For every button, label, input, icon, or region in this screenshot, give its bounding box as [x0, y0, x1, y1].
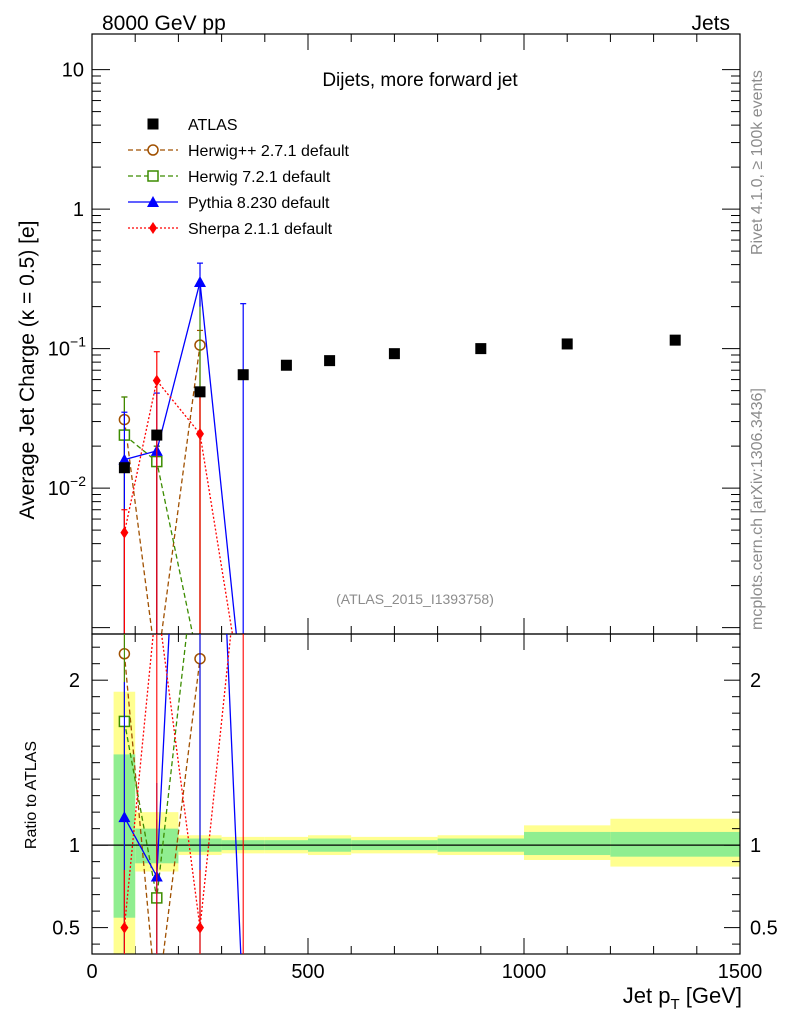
ratio-series	[118, 634, 244, 954]
pythia-ratio-line	[123, 634, 242, 954]
atlas-point	[475, 343, 487, 355]
atlas-point	[237, 369, 249, 381]
atlas-point	[118, 462, 130, 474]
legend-label: Herwig 7.2.1 default	[188, 169, 331, 186]
ratio-frame	[91, 633, 741, 955]
pythia-ratio-point	[118, 811, 131, 823]
x-tick-label: 1000	[502, 961, 547, 983]
sherpa-line	[123, 379, 234, 634]
pythia-point	[194, 276, 206, 288]
ratio-y-tick-label-right: 1	[750, 835, 761, 857]
legend-label: Herwig++ 2.7.1 default	[188, 143, 350, 160]
analysis-label: (ATLAS_2015_I1393758)	[336, 591, 494, 607]
y-axis-title: Average Jet Charge (κ = 0.5) [e]	[16, 220, 39, 519]
legend: ATLAS Herwig++ 2.7.1 default Herwig 7.2.1 …	[128, 117, 350, 238]
x-axis-title: Jet pT [GeV]	[623, 983, 742, 1013]
rivet-label: Rivet 4.1.0, ≥ 100k events	[749, 70, 766, 255]
legend-marker	[149, 222, 157, 234]
x-tick-label: 1500	[718, 961, 763, 983]
sherpa-ratio-line	[123, 634, 232, 928]
sherpa-ratio-point	[196, 921, 204, 934]
ratio-plot: 0 500 1000 1500 0.5 0.5 1 1 2 2	[52, 633, 778, 983]
observable-label: Jets	[691, 12, 730, 35]
sherpa-point	[196, 427, 204, 440]
atlas-point	[151, 429, 163, 441]
sherpa-ratio-point	[120, 921, 129, 934]
legend-label: Sherpa 2.1.1 default	[188, 221, 333, 238]
ratio-axis-title: Ratio to ATLAS	[23, 741, 40, 849]
main-plot: 10 1 10−1 10−2	[48, 33, 741, 954]
y-tick-label: 1	[73, 199, 84, 221]
atlas-point	[280, 359, 292, 371]
atlas-point	[561, 338, 573, 350]
main-series	[118, 262, 681, 634]
atlas-point	[669, 334, 681, 346]
legend-label: Pythia 8.230 default	[188, 195, 330, 212]
herwigpp-ratio-line	[123, 653, 201, 954]
ratio-y-tick-label-right: 2	[750, 670, 761, 692]
sherpa-point	[152, 374, 161, 387]
ratio-y-tick-label: 0.5	[52, 918, 80, 940]
mcplots-label: mcplots.cern.ch [arXiv:1306.3436]	[749, 388, 766, 630]
x-tick-label: 0	[86, 961, 97, 983]
atlas-point	[194, 386, 206, 398]
chart-title: Dijets, more forward jet	[322, 70, 518, 91]
ratio-y-tick-label-right: 0.5	[750, 918, 778, 940]
legend-label: ATLAS	[188, 117, 238, 134]
beam-energy-label: 8000 GeV pp	[102, 12, 226, 35]
atlas-point	[388, 348, 400, 360]
legend-marker	[147, 196, 159, 207]
ratio-band-inner	[610, 831, 740, 857]
legend-marker	[147, 170, 159, 182]
pythia-line	[124, 281, 237, 634]
herwigpp-line	[123, 344, 201, 634]
x-tick-label: 500	[291, 961, 324, 983]
y-tick-label: 10−1	[48, 334, 86, 361]
sherpa-point	[120, 526, 129, 539]
y-tick-label: 10	[62, 60, 84, 82]
ratio-y-tick-label: 2	[69, 670, 80, 692]
y-tick-label: 10−2	[48, 473, 86, 500]
pythia-point	[118, 453, 131, 465]
ratio-band-inner	[524, 831, 611, 856]
atlas-point	[324, 355, 336, 367]
legend-marker	[147, 144, 159, 156]
legend-marker	[147, 118, 159, 130]
ratio-y-tick-label: 1	[69, 835, 80, 857]
ratio-bands	[113, 691, 740, 954]
